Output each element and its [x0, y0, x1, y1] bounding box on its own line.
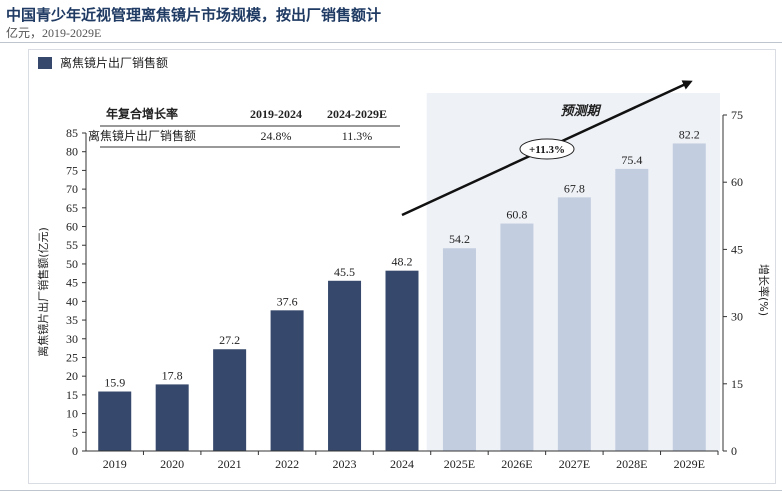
y-tick-label: 75: [66, 163, 78, 177]
bar-2019: [98, 391, 132, 451]
data-label: 82.2: [679, 127, 700, 141]
legend-label: 离焦镜片出厂销售额: [60, 55, 168, 70]
y-tick-label: 60: [66, 220, 78, 234]
y-tick-label: 80: [66, 145, 78, 159]
bar-2029E: [672, 143, 706, 452]
y2-tick-label: 45: [731, 242, 743, 256]
x-tick-label: 2023: [333, 457, 357, 471]
cagr-header: 年复合增长率: [106, 106, 178, 121]
y-tick-label: 45: [66, 276, 78, 290]
data-label: 60.8: [506, 208, 527, 222]
x-tick-label: 2022: [275, 457, 299, 471]
cagr-header: 2024-2029E: [327, 107, 387, 121]
y-tick-label: 25: [66, 350, 78, 364]
cagr-cell: 24.8%: [261, 129, 292, 143]
y-tick-label: 50: [66, 257, 78, 271]
x-tick-label: 2029E: [674, 457, 705, 471]
bar-2028E: [615, 168, 649, 452]
y-tick-label: 15: [66, 388, 78, 402]
data-label: 37.6: [277, 294, 298, 308]
data-label: 67.8: [564, 181, 585, 195]
y-tick-label: 30: [66, 332, 78, 346]
y2-tick-label: 75: [731, 108, 743, 122]
bar-2025E: [442, 248, 476, 451]
cagr-cell: 离焦镜片出厂销售额: [88, 128, 196, 143]
x-tick-label: 2027E: [559, 457, 590, 471]
chart-frame: [28, 49, 776, 484]
bar-2024: [385, 270, 419, 451]
data-label: 54.2: [449, 232, 470, 246]
x-tick-label: 2024: [390, 457, 414, 471]
x-tick-label: 2028E: [616, 457, 647, 471]
y-tick-label: 65: [66, 201, 78, 215]
y-tick-label: 20: [66, 369, 78, 383]
y-axis-title: 离焦镜片出厂销售额(亿元): [36, 227, 50, 357]
bar-2021: [213, 349, 247, 451]
legend-swatch: [38, 57, 52, 69]
y-tick-label: 0: [72, 444, 78, 458]
y-tick-label: 5: [72, 425, 78, 439]
y2-tick-label: 0: [731, 444, 737, 458]
y2-tick-label: 15: [731, 377, 743, 391]
cagr-cell: 11.3%: [342, 129, 373, 143]
bar-2023: [328, 280, 362, 451]
y-tick-label: 40: [66, 294, 78, 308]
top-divider: [0, 42, 782, 43]
y2-tick-label: 60: [731, 175, 743, 189]
bar-2027E: [557, 197, 591, 451]
data-label: 27.2: [219, 333, 240, 347]
y-tick-label: 85: [66, 126, 78, 140]
cagr-header: 2019-2024: [250, 107, 302, 121]
forecast-period-label: 预测期: [560, 103, 601, 119]
y2-axis-title: 增长率(%): [757, 264, 771, 316]
bar-2020: [155, 384, 189, 451]
trend-badge-label: +11.3%: [529, 144, 565, 156]
data-label: 15.9: [104, 376, 125, 390]
x-tick-label: 2026E: [501, 457, 532, 471]
data-label: 45.5: [334, 265, 355, 279]
data-label: 48.2: [392, 255, 413, 269]
data-label: 17.8: [162, 368, 183, 382]
x-tick-label: 2021: [218, 457, 242, 471]
trend-badge: [519, 138, 575, 160]
x-tick-label: 2019: [103, 457, 127, 471]
y2-tick-label: 30: [731, 310, 743, 324]
bar-2022: [270, 310, 304, 451]
x-tick-label: 2020: [160, 457, 184, 471]
chart-subtitle: 亿元，2019-2029E: [6, 26, 102, 40]
y-tick-label: 55: [66, 238, 78, 252]
bottom-divider: [0, 490, 782, 491]
x-tick-label: 2025E: [444, 457, 475, 471]
y-tick-label: 70: [66, 182, 78, 196]
y-tick-label: 35: [66, 313, 78, 327]
data-label: 75.4: [621, 153, 642, 167]
chart-title: 中国青少年近视管理离焦镜片市场规模，按出厂销售额计: [6, 6, 382, 24]
bar-2026E: [500, 223, 534, 451]
y-tick-label: 10: [66, 407, 78, 421]
